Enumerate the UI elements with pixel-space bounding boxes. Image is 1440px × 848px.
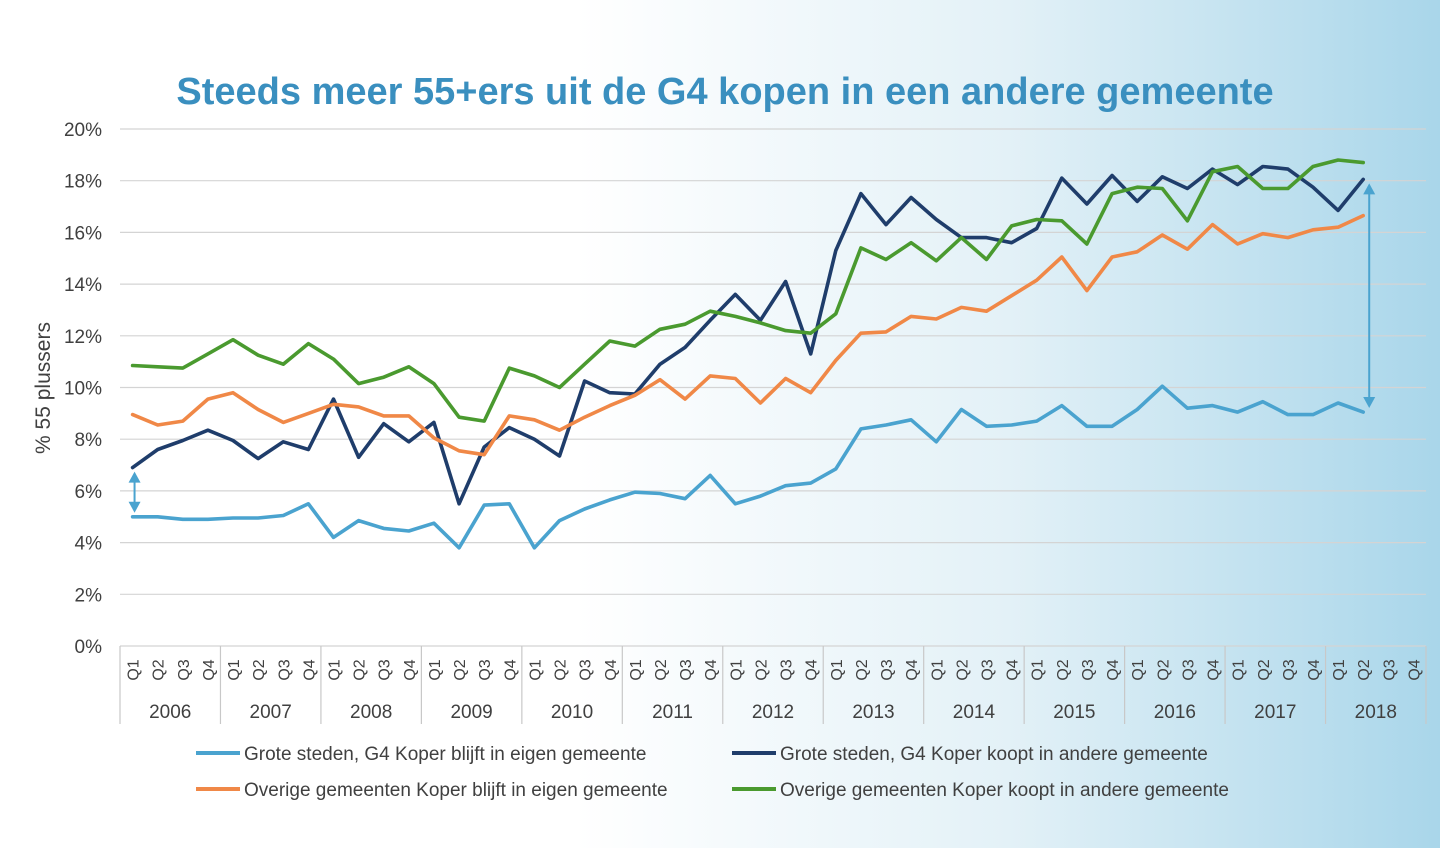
quarter-tick-label: Q1 — [728, 659, 745, 680]
y-tick-label: 0% — [75, 637, 103, 658]
quarter-tick-label: Q4 — [502, 659, 519, 680]
year-tick-label: 2016 — [1154, 702, 1196, 723]
quarter-tick-label: Q4 — [1105, 659, 1122, 680]
quarter-tick-label: Q2 — [753, 659, 770, 680]
year-tick-label: 2006 — [149, 702, 191, 723]
series-line-4 — [130, 158, 1365, 423]
double-arrow-annotation — [128, 471, 141, 513]
y-tick-label: 14% — [64, 275, 102, 296]
quarter-tick-label: Q3 — [678, 659, 695, 680]
quarter-tick-label: Q3 — [1281, 659, 1298, 680]
legend-item-4: Overige gemeenten Koper koopt in andere … — [732, 780, 1229, 801]
quarter-tick-label: Q4 — [703, 659, 720, 680]
quarter-tick-label: Q1 — [1231, 659, 1248, 680]
quarter-tick-label: Q1 — [126, 659, 143, 680]
year-tick-label: 2007 — [250, 702, 292, 723]
series-line-1 — [130, 384, 1365, 550]
legend-label: Grote steden, G4 Koper blijft in eigen g… — [244, 744, 646, 765]
gridlines: 0% 2% 4% 6% 8% 10% 12% 14% 16% 18% 20% — [64, 120, 1426, 658]
quarter-tick-label: Q1 — [527, 659, 544, 680]
quarter-tick-label: Q3 — [779, 659, 796, 680]
y-tick-label: 12% — [64, 327, 102, 348]
quarter-tick-label: Q1 — [1030, 659, 1047, 680]
y-tick-label: 10% — [64, 379, 102, 400]
quarter-tick-label: Q4 — [201, 659, 218, 680]
legend: Grote steden, G4 Koper blijft in eigen g… — [196, 744, 1229, 801]
quarter-tick-label: Q3 — [176, 659, 193, 680]
year-tick-label: 2017 — [1254, 702, 1296, 723]
double-arrow-annotation — [1363, 183, 1376, 409]
chart-title: Steeds meer 55+ers uit de G4 kopen in ee… — [176, 71, 1273, 113]
quarter-tick-label: Q4 — [402, 659, 419, 680]
quarter-tick-label: Q3 — [979, 659, 996, 680]
quarter-tick-label: Q4 — [1206, 659, 1223, 680]
quarter-tick-label: Q2 — [553, 659, 570, 680]
quarter-tick-label: Q3 — [477, 659, 494, 680]
legend-item-1: Grote steden, G4 Koper blijft in eigen g… — [196, 744, 646, 765]
y-tick-label: 8% — [75, 430, 103, 451]
annotations — [128, 183, 1376, 513]
quarter-tick-label: Q1 — [829, 659, 846, 680]
year-tick-label: 2011 — [652, 702, 693, 723]
quarter-tick-label: Q2 — [1055, 659, 1072, 680]
year-tick-label: 2014 — [953, 702, 996, 723]
year-tick-label: 2015 — [1053, 702, 1095, 723]
quarter-tick-label: Q3 — [879, 659, 896, 680]
quarter-tick-label: Q1 — [427, 659, 444, 680]
quarter-tick-label: Q2 — [1155, 659, 1172, 680]
quarter-tick-label: Q2 — [954, 659, 971, 680]
quarter-tick-label: Q1 — [1331, 659, 1348, 680]
quarter-tick-label: Q1 — [1130, 659, 1147, 680]
quarter-tick-label: Q3 — [276, 659, 293, 680]
quarter-tick-label: Q2 — [151, 659, 168, 680]
quarter-tick-label: Q2 — [1256, 659, 1273, 680]
legend-label: Grote steden, G4 Koper koopt in andere g… — [780, 744, 1208, 765]
year-tick-label: 2009 — [450, 702, 492, 723]
quarter-tick-label: Q3 — [377, 659, 394, 680]
year-tick-label: 2013 — [852, 702, 894, 723]
quarter-tick-label: Q2 — [653, 659, 670, 680]
x-axis: Q1 Q2 Q3 Q4 2006 Q1 Q2 Q3 Q4 2007 Q1 Q2 Q3 Q4 2008 Q1 Q2… — [119, 646, 1427, 724]
quarter-tick-label: Q2 — [854, 659, 871, 680]
quarter-tick-label: Q3 — [1180, 659, 1197, 680]
series-line-3 — [130, 213, 1365, 457]
quarter-tick-label: Q2 — [452, 659, 469, 680]
quarter-tick-label: Q4 — [904, 659, 921, 680]
quarter-tick-label: Q4 — [1005, 659, 1022, 680]
year-tick-label: 2012 — [752, 702, 794, 723]
quarter-tick-label: Q1 — [326, 659, 343, 680]
quarter-tick-label: Q2 — [251, 659, 268, 680]
quarter-tick-label: Q3 — [1080, 659, 1097, 680]
quarter-tick-label: Q3 — [1381, 659, 1398, 680]
y-tick-label: 6% — [75, 482, 103, 503]
y-tick-label: 18% — [64, 172, 102, 193]
series-lines — [130, 158, 1365, 550]
quarter-tick-label: Q4 — [301, 659, 318, 680]
quarter-tick-label: Q1 — [929, 659, 946, 680]
y-tick-label: 2% — [75, 585, 103, 606]
year-tick-label: 2010 — [551, 702, 593, 723]
quarter-tick-label: Q4 — [804, 659, 821, 680]
y-tick-label: 20% — [64, 120, 102, 141]
legend-item-3: Overige gemeenten Koper blijft in eigen … — [196, 780, 668, 801]
quarter-tick-label: Q3 — [578, 659, 595, 680]
y-tick-label: 16% — [64, 223, 102, 244]
year-tick-label: 2008 — [350, 702, 392, 723]
quarter-tick-label: Q1 — [226, 659, 243, 680]
quarter-tick-label: Q1 — [628, 659, 645, 680]
quarter-tick-label: Q4 — [1406, 659, 1423, 680]
quarter-tick-label: Q4 — [1306, 659, 1323, 680]
legend-label: Overige gemeenten Koper koopt in andere … — [780, 780, 1229, 801]
legend-label: Overige gemeenten Koper blijft in eigen … — [244, 780, 668, 801]
year-tick-label: 2018 — [1355, 702, 1397, 723]
y-tick-label: 4% — [75, 534, 103, 555]
quarter-tick-label: Q2 — [1356, 659, 1373, 680]
legend-item-2: Grote steden, G4 Koper koopt in andere g… — [732, 744, 1208, 765]
series-line-2 — [130, 164, 1365, 506]
quarter-tick-label: Q2 — [352, 659, 369, 680]
y-axis-label: % 55 plussers — [32, 322, 55, 454]
quarter-tick-label: Q4 — [603, 659, 620, 680]
